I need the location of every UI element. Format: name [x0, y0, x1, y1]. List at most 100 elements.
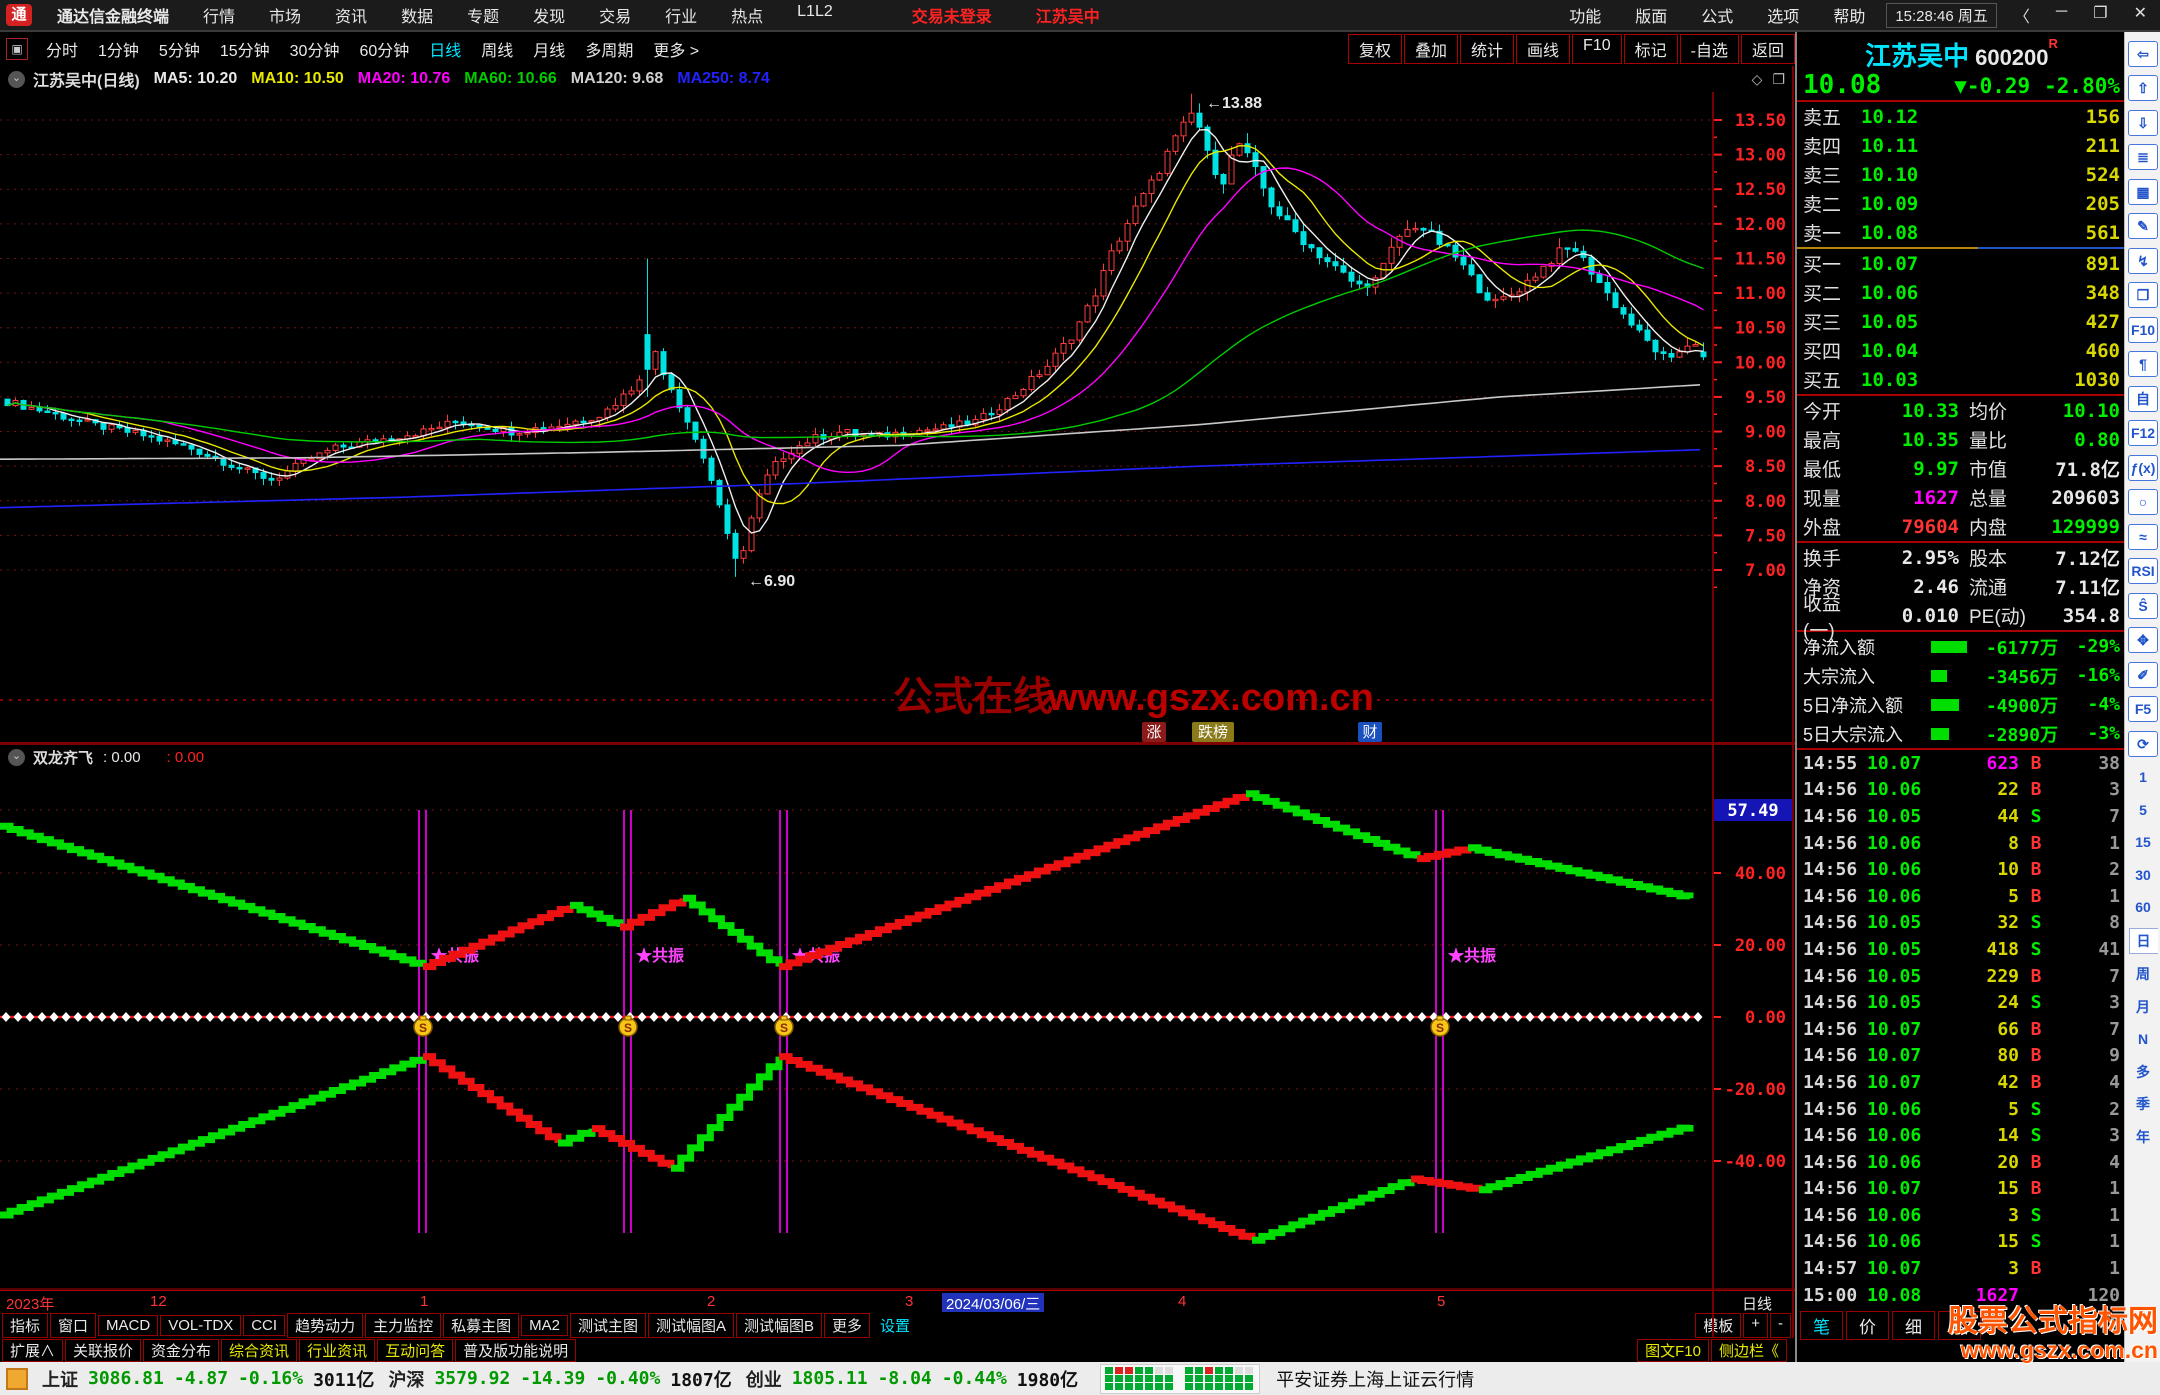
candle[interactable]	[1236, 143, 1243, 156]
strip-icon-自[interactable]: 自	[2128, 385, 2158, 412]
candle[interactable]	[1380, 262, 1387, 279]
strip-icon-Ŝ[interactable]: Ŝ	[2128, 592, 2158, 619]
candle[interactable]	[1332, 261, 1339, 267]
tick-row[interactable]: 14:56 10.06 14 S 3	[1797, 1122, 2126, 1149]
candle[interactable]	[1140, 193, 1147, 207]
menu-alert[interactable]: 江苏吴中	[1035, 9, 1100, 26]
candle[interactable]	[516, 433, 523, 436]
period-多周期[interactable]: 多周期	[585, 43, 634, 60]
candle[interactable]	[1164, 150, 1171, 174]
strip-icon-❐[interactable]: ❐	[2128, 282, 2158, 308]
bottom-tab-模板[interactable]: 模板	[1695, 1312, 1742, 1338]
candle[interactable]	[1660, 351, 1667, 354]
candle[interactable]	[620, 393, 627, 406]
candle[interactable]	[28, 406, 35, 410]
tick-row[interactable]: 14:56 10.07 66 B 7	[1797, 1016, 2126, 1043]
menu-item-公式[interactable]: 公式	[1701, 9, 1734, 26]
candle[interactable]	[628, 390, 635, 395]
candle[interactable]	[1436, 230, 1443, 245]
strip-icon-↯[interactable]: ↯	[2128, 247, 2158, 274]
candle[interactable]	[316, 452, 323, 460]
candle[interactable]	[492, 428, 499, 432]
tick-row[interactable]: 14:55 10.07 623 B 38	[1797, 750, 2126, 777]
candle[interactable]	[84, 419, 91, 422]
candle[interactable]	[732, 532, 739, 559]
candle[interactable]	[1260, 166, 1267, 189]
strip-icon-F12[interactable]: F12	[2128, 420, 2158, 446]
candle[interactable]	[556, 425, 563, 429]
candle[interactable]	[1228, 154, 1235, 185]
candle[interactable]	[1020, 388, 1027, 397]
strip-period-1[interactable]: 1	[2139, 769, 2147, 785]
candle[interactable]	[1492, 298, 1499, 302]
candle[interactable]	[1292, 219, 1299, 233]
candle[interactable]	[1556, 247, 1563, 265]
menu-item-L1L2[interactable]: L1L2	[797, 3, 833, 20]
menu-alert[interactable]: 交易未登录	[911, 9, 992, 26]
chart-badge-涨[interactable]: 涨	[1146, 724, 1161, 741]
ext-tab-关联报价[interactable]: 关联报价	[65, 1338, 142, 1362]
tick-tab-笔[interactable]: 笔	[1800, 1311, 1843, 1341]
candle[interactable]	[1172, 135, 1179, 152]
candle[interactable]	[1572, 248, 1579, 252]
toolbar-button-复权[interactable]: 复权	[1347, 34, 1402, 64]
candle[interactable]	[1500, 296, 1507, 300]
candle[interactable]	[180, 443, 187, 446]
candle[interactable]	[1300, 231, 1307, 246]
candle[interactable]	[484, 427, 491, 430]
bottom-tab-窗口[interactable]: 窗口	[50, 1312, 97, 1338]
candle[interactable]	[68, 418, 75, 422]
tick-row[interactable]: 14:56 10.06 20 B 4	[1797, 1149, 2126, 1176]
candle[interactable]	[1044, 365, 1051, 376]
tick-tab-价[interactable]: 价	[1846, 1311, 1889, 1341]
bottom-tab-MA2[interactable]: MA2	[521, 1314, 568, 1336]
candle[interactable]	[644, 334, 651, 370]
candle[interactable]	[1516, 291, 1523, 296]
strip-period-60[interactable]: 60	[2135, 899, 2151, 915]
candle[interactable]	[580, 420, 587, 424]
candle[interactable]	[292, 462, 299, 472]
candle[interactable]	[660, 351, 667, 376]
candle[interactable]	[156, 435, 163, 442]
candle[interactable]	[244, 467, 251, 470]
candle[interactable]	[436, 426, 443, 430]
period-分时[interactable]: 分时	[46, 43, 79, 60]
candle[interactable]	[1644, 329, 1651, 341]
candle[interactable]	[324, 449, 331, 454]
candle[interactable]	[708, 457, 715, 481]
candle[interactable]	[228, 464, 235, 468]
bottom-tab-更多[interactable]: 更多	[824, 1312, 871, 1338]
candle[interactable]	[1132, 205, 1139, 225]
tick-row[interactable]: 14:56 10.05 32 S 8	[1797, 910, 2126, 937]
candle[interactable]	[748, 517, 755, 552]
layout-icon[interactable]: ▣	[6, 38, 28, 60]
candle[interactable]	[1676, 351, 1683, 358]
candle[interactable]	[676, 389, 683, 409]
bottom-tab-测试幅图A[interactable]: 测试幅图A	[647, 1312, 734, 1338]
candle[interactable]	[924, 429, 931, 432]
candle[interactable]	[1604, 282, 1611, 294]
candle[interactable]	[956, 420, 963, 428]
chevron-down-icon[interactable]: ⌄	[8, 748, 25, 766]
candle[interactable]	[1484, 292, 1491, 301]
candle[interactable]	[1596, 273, 1603, 284]
tick-row[interactable]: 14:56 10.06 15 S 1	[1797, 1229, 2126, 1256]
ext-tab-图文F10[interactable]: 图文F10	[1637, 1338, 1709, 1362]
candlestick-chart[interactable]: 13.50 13.00 12.50 12.00 11.50 11.00 10.50 10.00…	[0, 92, 1795, 744]
candle[interactable]	[132, 429, 139, 433]
menu-item-数据[interactable]: 数据	[401, 9, 434, 26]
bottom-tab-测试幅图B[interactable]: 测试幅图B	[735, 1312, 822, 1338]
period-周线[interactable]: 周线	[481, 43, 514, 60]
toolbar-button-叠加[interactable]: 叠加	[1404, 34, 1459, 64]
bottom-tab-测试主图[interactable]: 测试主图	[569, 1312, 646, 1338]
candle[interactable]	[740, 550, 747, 559]
strip-icon-F5[interactable]: F5	[2128, 696, 2158, 722]
timeline-axis[interactable]: 2023年 12 1 2 3 4 5 2024/03/06/三 日线	[0, 1290, 1795, 1314]
strip-icon-✎[interactable]: ✎	[2128, 213, 2158, 239]
candle[interactable]	[1628, 313, 1635, 326]
candle[interactable]	[1060, 342, 1067, 354]
candle[interactable]	[1652, 339, 1659, 353]
candle[interactable]	[716, 479, 723, 506]
window-icon[interactable]: ❐	[1772, 70, 1785, 87]
strip-icon-¶[interactable]: ¶	[2128, 351, 2158, 377]
